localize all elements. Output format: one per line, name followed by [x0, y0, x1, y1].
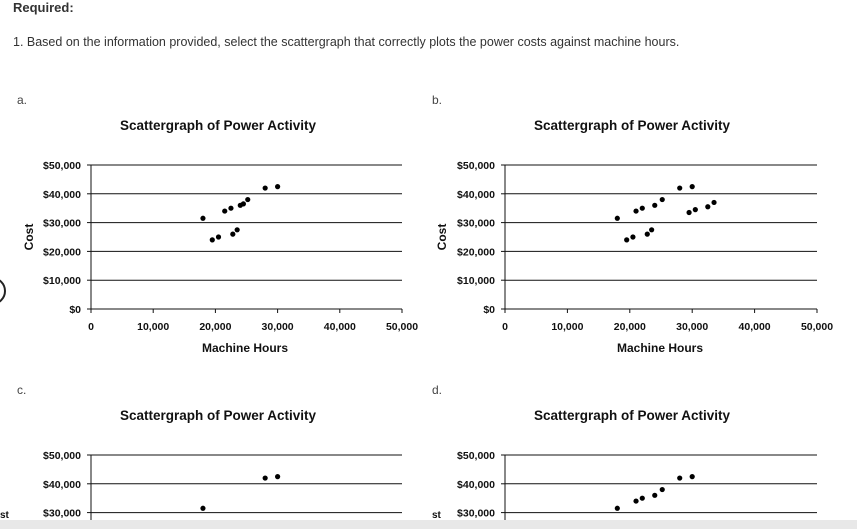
y-tick-label: $40,000 — [457, 189, 495, 201]
scatter-point — [624, 237, 630, 243]
x-tick-label: 10,000 — [551, 321, 583, 333]
x-tick-label: 10,000 — [137, 321, 169, 333]
y-tick-label: $10,000 — [457, 275, 495, 287]
y-tick-label: $50,000 — [43, 450, 81, 462]
x-tick-label: 30,000 — [262, 321, 294, 333]
scatter-point — [652, 492, 658, 498]
y-axis-label: Cost — [435, 224, 449, 251]
option-label-c: c. — [17, 383, 27, 397]
scatter-point — [711, 199, 717, 206]
x-tick-label: 20,000 — [614, 321, 646, 333]
x-tick-label: 40,000 — [739, 321, 771, 333]
scatter-point — [633, 208, 639, 214]
scattergraph-a: Scattergraph of Power Activity Machine H… — [22, 118, 418, 355]
x-tick-label: 0 — [88, 321, 94, 333]
x-tick-label: 50,000 — [386, 321, 418, 333]
scatter-point — [614, 505, 620, 511]
y-tick-label: $50,000 — [457, 450, 495, 462]
scatter-point — [639, 205, 645, 211]
scatter-point — [200, 505, 206, 511]
option-label-a: a. — [17, 93, 28, 107]
chart-title: Scattergraph of Power Activity — [534, 118, 731, 133]
scatter-point — [659, 196, 665, 203]
y-axis-label-partial: st — [0, 510, 9, 521]
scatter-point — [230, 231, 236, 237]
x-tick-label: 50,000 — [801, 321, 833, 333]
scatter-point — [237, 202, 243, 208]
scatter-point — [639, 495, 645, 501]
scatter-point — [234, 227, 240, 233]
y-axis-label: Cost — [22, 224, 36, 251]
scatter-point — [686, 209, 692, 216]
option-label-b: b. — [432, 93, 443, 107]
scatter-point — [677, 185, 683, 191]
scattergraph-c: Scattergraph of Power Activity $30,000 $4… — [43, 408, 402, 529]
y-tick-label: $50,000 — [457, 160, 495, 172]
x-axis-label: Machine Hours — [617, 341, 703, 355]
scatter-point — [689, 474, 695, 480]
scatter-point — [689, 184, 695, 190]
y-tick-label: $30,000 — [43, 218, 81, 230]
x-tick-label: 20,000 — [199, 321, 231, 333]
y-tick-label: $20,000 — [457, 246, 495, 258]
scatter-point — [692, 207, 698, 213]
y-tick-label: $30,000 — [43, 508, 81, 520]
scatter-point — [644, 231, 650, 237]
bottom-scroll-edge — [0, 520, 857, 529]
chart-title: Scattergraph of Power Activity — [120, 408, 317, 423]
y-tick-label: $20,000 — [43, 246, 81, 258]
scatter-point — [262, 185, 268, 191]
x-axis-label: Machine Hours — [202, 341, 288, 355]
scatter-point — [200, 215, 206, 221]
y-tick-label: $40,000 — [457, 479, 495, 491]
scatter-point — [630, 234, 636, 240]
scatter-point — [215, 234, 222, 240]
scatter-point — [228, 205, 234, 211]
chart-title: Scattergraph of Power Activity — [534, 408, 731, 423]
y-tick-label: $0 — [483, 304, 495, 316]
y-axis-label-partial: st — [432, 510, 441, 521]
scatter-point — [614, 215, 620, 221]
y-tick-label: $0 — [69, 304, 81, 316]
required-heading: Required: — [13, 0, 74, 15]
x-tick-label: 0 — [502, 321, 508, 333]
scattergraph-b: Scattergraph of Power Activity Machine H… — [435, 118, 833, 355]
scatter-point — [222, 208, 228, 214]
y-tick-label: $40,000 — [43, 479, 81, 491]
scatter-point — [275, 184, 281, 190]
chart-title: Scattergraph of Power Activity — [120, 118, 317, 133]
scatter-point — [649, 227, 655, 233]
scatter-point — [633, 498, 639, 504]
x-tick-label: 40,000 — [324, 321, 356, 333]
scatter-point — [209, 237, 215, 243]
scatter-point — [652, 202, 658, 208]
scatter-point — [705, 204, 711, 210]
scatter-point — [262, 475, 268, 481]
y-tick-label: $40,000 — [43, 189, 81, 201]
y-tick-label: $50,000 — [43, 160, 81, 172]
question-text: 1. Based on the information provided, se… — [13, 35, 680, 49]
scatter-point — [677, 475, 683, 481]
scatter-point — [275, 474, 281, 480]
y-tick-label: $30,000 — [457, 218, 495, 230]
option-label-d: d. — [432, 383, 443, 397]
scatter-point — [659, 486, 665, 493]
y-tick-label: $10,000 — [43, 275, 81, 287]
x-tick-label: 30,000 — [676, 321, 708, 333]
y-tick-label: $30,000 — [457, 508, 495, 520]
scatter-point — [245, 196, 251, 203]
